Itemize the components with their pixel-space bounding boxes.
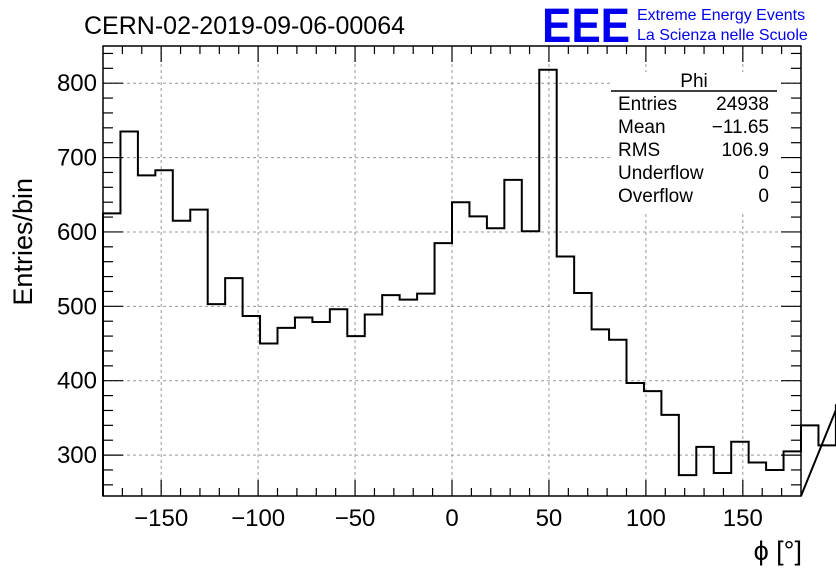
stats-row-value: 0 bbox=[758, 163, 769, 184]
x-tick-label: −100 bbox=[231, 505, 285, 532]
stats-row-value: 24938 bbox=[716, 94, 769, 115]
stats-row-label: Overflow bbox=[618, 186, 693, 207]
y-axis-label: Entries/bin bbox=[8, 178, 38, 306]
stats-row-mean: Mean −11.65 bbox=[618, 117, 769, 138]
x-tick-label: 50 bbox=[536, 505, 563, 532]
y-axis-ticks bbox=[103, 52, 801, 486]
y-tick-label: 400 bbox=[57, 368, 97, 395]
stats-box: Phi Entries 24938 Mean −11.65 RMS 106.9 … bbox=[610, 71, 778, 212]
stats-row-label: RMS bbox=[618, 140, 660, 161]
stats-row-label: Underflow bbox=[618, 163, 704, 184]
eee-logo-line2: La Scienza nelle Scuole bbox=[637, 27, 808, 44]
x-tick-label: 100 bbox=[626, 505, 666, 532]
y-tick-label: 500 bbox=[57, 293, 97, 320]
eee-logo-mark: EEE bbox=[542, 0, 630, 53]
stats-row-label: Entries bbox=[618, 94, 677, 115]
stats-row-value: −11.65 bbox=[712, 117, 769, 138]
x-tick-label: −150 bbox=[134, 505, 188, 532]
y-tick-label: 300 bbox=[57, 442, 97, 469]
x-tick-label: 0 bbox=[445, 505, 458, 532]
x-tick-labels: −150 −100 −50 0 50 100 150 bbox=[134, 505, 763, 532]
x-tick-label: −50 bbox=[335, 505, 376, 532]
chart-title: CERN-02-2019-09-06-00064 bbox=[84, 12, 405, 40]
eee-logo-line1: Extreme Energy Events bbox=[637, 7, 805, 24]
stats-row-overflow: Overflow 0 bbox=[618, 186, 769, 207]
stats-row-entries: Entries 24938 bbox=[618, 94, 769, 115]
y-tick-labels: 300 400 500 600 700 800 bbox=[57, 70, 97, 469]
stats-box-background bbox=[610, 72, 778, 212]
x-axis-label: ϕ [°] bbox=[754, 536, 802, 566]
eee-logo: EEE Extreme Energy Events La Scienza nel… bbox=[542, 0, 808, 53]
stats-row-underflow: Underflow 0 bbox=[618, 163, 769, 184]
y-tick-label: 800 bbox=[57, 70, 97, 97]
x-axis-ticks bbox=[121, 46, 783, 496]
stats-row-value: 0 bbox=[758, 186, 769, 207]
y-tick-label: 600 bbox=[57, 219, 97, 246]
y-tick-label: 700 bbox=[57, 145, 97, 172]
stats-row-value: 106.9 bbox=[721, 140, 769, 161]
stats-row-label: Mean bbox=[618, 117, 666, 138]
x-tick-label: 150 bbox=[723, 505, 763, 532]
stats-box-title: Phi bbox=[680, 71, 707, 92]
stats-row-rms: RMS 106.9 bbox=[618, 140, 769, 161]
